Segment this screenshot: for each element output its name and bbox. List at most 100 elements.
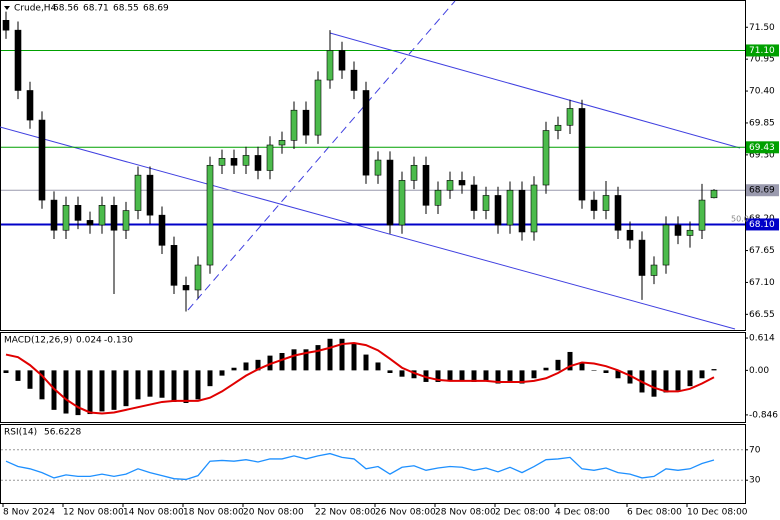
macd-bar: [231, 367, 237, 371]
macd-bar: [279, 353, 285, 371]
x-tick-label: 6 Dec 08:00: [627, 508, 682, 518]
macd-readout: 0.024: [76, 336, 102, 346]
macd-bar: [339, 338, 345, 371]
candle-body: [206, 164, 214, 266]
x-tick-label: 22 Nov 08:00: [315, 508, 376, 518]
candle-body: [542, 130, 550, 186]
macd-bar: [147, 370, 153, 397]
macd-bar: [711, 369, 717, 371]
level-label: 68.10: [749, 220, 775, 230]
candle-body: [62, 205, 70, 231]
candle-body: [614, 195, 622, 231]
rsi-line: [5, 452, 715, 481]
x-tick-label: 14 Nov 08:00: [123, 508, 184, 518]
candle-body: [374, 159, 382, 176]
candle-body: [386, 159, 394, 226]
candle-body: [86, 220, 94, 226]
level-label: 68.69: [749, 186, 775, 196]
candle-body: [398, 180, 406, 226]
x-tick-label: 26 Nov 08:00: [375, 508, 436, 518]
macd-bar: [603, 370, 609, 373]
macd-bar: [459, 370, 465, 381]
rsi-title: RSI(14): [4, 428, 37, 438]
candle-body: [14, 29, 22, 91]
readout-low: 68.55: [113, 4, 139, 14]
readout-close: 68.69: [143, 4, 169, 14]
readout-open: 68.56: [53, 4, 79, 14]
macd-bar: [411, 370, 417, 379]
macd-bar: [651, 370, 657, 397]
macd-bar: [123, 370, 129, 407]
y-tick-label: 66.55: [749, 310, 775, 320]
candle-body: [266, 144, 274, 171]
candle-body: [170, 245, 178, 286]
candle-body: [434, 189, 442, 206]
macd-layer: [3, 338, 717, 416]
candle-body: [506, 189, 514, 226]
candle-body: [146, 174, 154, 216]
candle-body: [314, 79, 322, 136]
macd-bar: [135, 370, 141, 400]
candle-body: [302, 109, 310, 136]
y-tick-label: 70.95: [749, 55, 775, 65]
rsi-panel: [0, 424, 746, 504]
macd-bar: [207, 370, 213, 387]
candle-body: [422, 164, 430, 206]
channel-upper: [329, 32, 741, 149]
level-tag: [746, 184, 779, 197]
macd-title: MACD(12,26,9): [4, 336, 72, 346]
candle-body: [26, 90, 34, 121]
x-tick-label: 12 Nov 08:00: [63, 508, 124, 518]
y-tick-label: 70: [749, 445, 761, 455]
x-tick-label: 4 Dec 08:00: [555, 508, 610, 518]
price-panel: [0, 0, 746, 331]
level-tag: [746, 141, 779, 154]
macd-panel: [0, 332, 746, 423]
candle-body: [242, 155, 250, 166]
y-tick-label: 67.65: [749, 246, 775, 256]
macd-bar: [255, 359, 261, 371]
candle-body: [218, 158, 226, 166]
candle-body: [470, 184, 478, 211]
macd-bar: [675, 370, 681, 391]
candle-body: [110, 205, 118, 231]
signal-readout: -0.130: [104, 336, 133, 346]
macd-bar: [663, 370, 669, 393]
channel-lower: [0, 126, 736, 330]
candle-body: [602, 195, 610, 211]
y-tick-label: 71.50: [749, 23, 775, 33]
macd-bar: [615, 370, 621, 379]
macd-bar: [375, 362, 381, 371]
candle-body: [134, 174, 142, 211]
y-tick-label: 69.30: [749, 150, 775, 160]
candle-body: [446, 180, 454, 191]
x-tick-label: 20 Nov 08:00: [243, 508, 304, 518]
macd-bar: [399, 370, 405, 377]
trend-lines: [0, 0, 741, 330]
candle-body: [686, 229, 694, 236]
macd-bar: [99, 370, 105, 412]
macd-bar: [243, 362, 249, 371]
macd-bar: [291, 349, 297, 371]
macd-bar: [543, 367, 549, 371]
candle-body: [38, 119, 46, 201]
macd-bar: [447, 370, 453, 381]
macd-bar: [3, 370, 9, 373]
level-tag: [746, 44, 779, 57]
candle-body: [674, 224, 682, 236]
axis-layer: 71.5070.9570.4069.8569.3068.2067.6567.10…: [2, 23, 779, 518]
candle-body: [710, 189, 718, 199]
candle-body: [362, 90, 370, 176]
menu-arrow[interactable]: [4, 6, 10, 10]
macd-bar: [507, 370, 513, 381]
candle-body: [578, 108, 586, 201]
candle-body: [290, 109, 298, 141]
price-layer: [1, 11, 745, 312]
x-tick-label: 10 Dec 08:00: [687, 508, 748, 518]
candle-body: [98, 205, 106, 226]
candle-body: [482, 195, 490, 211]
macd-bar: [351, 343, 357, 371]
candle-body: [158, 214, 166, 246]
macd-bar: [531, 370, 537, 379]
